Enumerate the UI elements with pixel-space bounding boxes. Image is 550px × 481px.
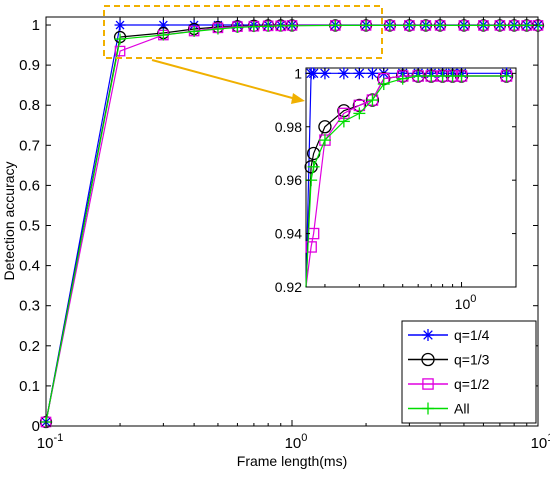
inset-y-tick-label: 1: [294, 65, 302, 81]
data-point-s3: [521, 19, 533, 31]
inset-data-point-s2-shape: [305, 241, 317, 253]
main-axes: 0 0.1 0.2 0.3 0.4 0.5 0.6 0.7 0.8 0.9 1 10-1 100 101: [19, 17, 550, 452]
legend-entry: All: [408, 401, 470, 417]
y-tick-label: 0.6: [19, 177, 40, 194]
inset-data-point-s0-stroke: [320, 68, 330, 79]
x-tick-label: 100: [285, 432, 308, 452]
data-point-s3: [231, 21, 243, 33]
data-point-s3: [212, 23, 224, 35]
legend-label: All: [454, 401, 470, 417]
inset-data-point-s2: [305, 241, 317, 253]
x-axis-title: Frame length(ms): [237, 453, 347, 469]
data-point-s0: [114, 19, 126, 31]
inset-data-point-s1-shape: [318, 120, 332, 134]
y-tick-label: 0.5: [19, 218, 40, 235]
data-point-s2-shape: [114, 45, 126, 57]
inset-y-tick-label: 0.98: [275, 119, 302, 135]
data-point-s2: [114, 45, 126, 57]
inset-data-point-s0-stroke: [367, 68, 378, 79]
data-point-s3: [508, 19, 520, 31]
inset-data-point-s0: [318, 67, 331, 80]
data-point-s0-stroke: [189, 20, 199, 30]
y-axis-title: Detection accuracy: [1, 161, 17, 280]
y-tick-label: 0.7: [19, 137, 40, 154]
data-point-s3: [384, 19, 396, 31]
zoom-highlight-box: [103, 5, 383, 59]
inset-axes: 0.92 0.94 0.96 0.98 1 100: [275, 65, 516, 312]
data-point-s3: [329, 19, 341, 31]
inset-data-point-s3: [425, 70, 438, 83]
inset-y-tick-label: 0.94: [275, 226, 302, 242]
inset-data-point-s0-stroke: [339, 68, 349, 79]
inset-data-point-s3: [412, 70, 425, 83]
inset-data-point-s3: [337, 115, 350, 128]
series-line-3: [45, 24, 538, 423]
data-point-s3: [458, 19, 470, 31]
y-tick-label: 0.3: [19, 298, 40, 315]
inset-data-point-s0-stroke: [308, 68, 319, 79]
data-point-s3: [157, 29, 169, 41]
legend-marker-shape: [421, 352, 435, 367]
inset-x-tick-label: 100: [455, 293, 477, 312]
inset-data-point-s3: [307, 160, 320, 173]
legend-label: q=1/3: [454, 352, 490, 368]
inset-data-point-s0-stroke: [354, 68, 365, 79]
inset-series-group: [304, 67, 514, 288]
legend-marker-shape: [422, 378, 434, 390]
data-point-s3: [262, 20, 274, 32]
data-point-s3: [248, 21, 260, 33]
inset-y-tick-label: 0.96: [275, 172, 302, 188]
inset-data-point-s0: [337, 67, 350, 80]
data-point-s3: [360, 19, 372, 31]
zoom-arrow-head: [291, 93, 305, 104]
legend-entry: q=1/3: [408, 352, 490, 368]
inset-data-point-s3: [366, 94, 379, 107]
y-tick-label: 0.1: [19, 378, 40, 395]
y-tick-label: 0.4: [19, 258, 40, 275]
data-point-s3: [494, 19, 506, 31]
data-point-s3: [275, 20, 287, 32]
inset-y-tick-label: 0.92: [275, 279, 302, 295]
y-tick-label: 0.8: [19, 97, 40, 114]
data-point-s3: [114, 33, 126, 45]
legend-label: q=1/4: [454, 327, 490, 343]
legend-entry: q=1/2: [408, 376, 490, 392]
inset-data-point-s3: [500, 70, 513, 83]
data-point-s3: [434, 19, 446, 31]
legend-marker-stroke: [423, 330, 433, 340]
y-tick-label: 0: [32, 418, 40, 435]
y-tick-label: 0.2: [19, 338, 40, 355]
inset-data-point-s1: [318, 120, 332, 134]
data-point-s3: [403, 19, 415, 31]
data-point-s3: [188, 25, 200, 37]
inset-data-point-s3: [318, 134, 331, 147]
data-point-s3: [477, 19, 489, 31]
data-point-s3: [420, 19, 432, 31]
x-tick-label: 10-1: [37, 432, 63, 452]
inset-data-point-s3: [377, 78, 390, 91]
inset-data-point-s0: [366, 67, 379, 80]
legend-entry: q=1/4: [408, 327, 490, 343]
legend-label: q=1/2: [454, 376, 490, 392]
legend: q=1/4 q=1/3 q=1/2 All: [401, 320, 537, 424]
legend-marker: [422, 402, 434, 415]
inset-plot-area: [305, 67, 517, 288]
y-tick-label: 1: [32, 17, 40, 34]
zoom-arrow-shaft: [151, 59, 297, 100]
legend-marker: [421, 352, 435, 367]
x-tick-label: 101: [531, 432, 550, 452]
y-tick-label: 0.9: [19, 57, 40, 74]
legend-marker: [422, 329, 434, 341]
legend-marker: [422, 378, 434, 390]
inset-data-point-s3: [396, 72, 409, 85]
data-point-s0-stroke: [115, 20, 125, 30]
inset-data-point-s3: [353, 107, 366, 120]
